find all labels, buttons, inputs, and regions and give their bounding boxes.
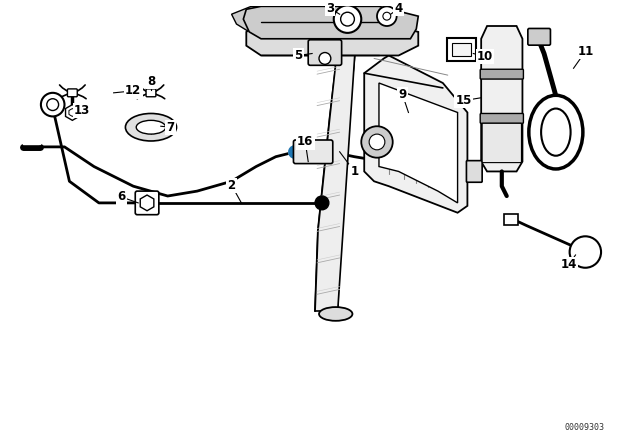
Ellipse shape — [529, 95, 583, 169]
FancyBboxPatch shape — [308, 40, 342, 65]
Text: 2: 2 — [227, 179, 236, 192]
FancyBboxPatch shape — [452, 43, 471, 56]
Text: 9: 9 — [399, 88, 406, 101]
Polygon shape — [481, 26, 522, 172]
Circle shape — [47, 99, 59, 111]
Text: 8: 8 — [147, 74, 155, 87]
Ellipse shape — [541, 108, 571, 156]
Text: 4: 4 — [394, 2, 403, 15]
Polygon shape — [315, 46, 355, 311]
Polygon shape — [243, 6, 419, 39]
FancyBboxPatch shape — [482, 123, 522, 163]
Ellipse shape — [136, 121, 166, 134]
FancyBboxPatch shape — [294, 140, 333, 164]
Circle shape — [333, 5, 361, 33]
FancyBboxPatch shape — [504, 214, 518, 225]
FancyBboxPatch shape — [447, 38, 476, 61]
FancyBboxPatch shape — [146, 89, 156, 97]
FancyBboxPatch shape — [528, 29, 550, 45]
Text: 13: 13 — [74, 104, 90, 117]
Text: 10: 10 — [477, 50, 493, 63]
Text: 1: 1 — [350, 165, 358, 178]
Text: 3: 3 — [326, 2, 334, 15]
Circle shape — [369, 134, 385, 150]
Text: 15: 15 — [455, 94, 472, 107]
Circle shape — [340, 12, 355, 26]
Circle shape — [319, 52, 331, 65]
Text: 16: 16 — [297, 135, 314, 148]
FancyBboxPatch shape — [480, 69, 524, 79]
Circle shape — [383, 12, 391, 20]
Circle shape — [361, 126, 393, 158]
Circle shape — [377, 6, 397, 26]
Ellipse shape — [125, 113, 177, 141]
Polygon shape — [232, 6, 413, 39]
Polygon shape — [246, 22, 419, 56]
Text: 5: 5 — [294, 49, 303, 62]
Polygon shape — [364, 56, 467, 213]
FancyBboxPatch shape — [67, 89, 77, 97]
Text: 12: 12 — [125, 84, 141, 97]
FancyBboxPatch shape — [480, 113, 524, 123]
Text: 00009303: 00009303 — [565, 423, 605, 432]
FancyBboxPatch shape — [467, 161, 482, 182]
FancyBboxPatch shape — [135, 191, 159, 215]
Text: 11: 11 — [577, 45, 593, 58]
Text: 7: 7 — [166, 121, 175, 134]
Circle shape — [570, 236, 601, 268]
Text: 14: 14 — [561, 258, 577, 271]
Text: 6: 6 — [117, 190, 125, 203]
Polygon shape — [379, 83, 458, 203]
Circle shape — [315, 196, 329, 210]
Circle shape — [41, 93, 65, 116]
Ellipse shape — [319, 307, 353, 321]
